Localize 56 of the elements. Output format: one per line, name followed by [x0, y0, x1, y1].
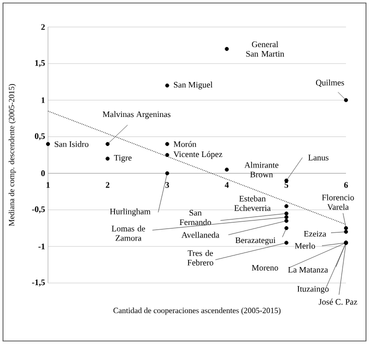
point	[106, 156, 110, 161]
annotation: Ituzaingo	[297, 286, 329, 294]
x-tick-label: 5	[284, 182, 288, 188]
point	[224, 46, 229, 51]
y-tick-label: 0	[41, 170, 45, 176]
annotation: San Miguel	[174, 82, 213, 90]
annotation: Vicente López	[173, 151, 222, 159]
annotation: General San Martin	[246, 41, 284, 57]
point	[284, 215, 288, 220]
annotation: Moreno	[252, 264, 278, 271]
point	[165, 153, 170, 157]
point	[224, 168, 229, 172]
annotation: San Fernando	[180, 210, 212, 226]
point	[344, 98, 348, 102]
annotation: Avellaneda	[182, 232, 220, 238]
point	[344, 230, 348, 234]
point	[284, 218, 288, 223]
point	[284, 226, 288, 230]
point	[46, 142, 50, 146]
annotation: San Isidro	[54, 141, 88, 147]
annotation: Lanus	[308, 154, 328, 160]
annotation: Ezeiza	[304, 230, 326, 237]
annotation: Malvinas Argeninas	[102, 111, 170, 119]
y-tick-label: 0,5	[34, 133, 45, 140]
annotation: Hurlingham	[110, 208, 151, 216]
annotation: Almirante Brown	[244, 162, 278, 178]
annotation: Berazategui	[235, 237, 276, 245]
y-tick-label: -1,5	[32, 280, 45, 286]
annotation: Florencio Varela	[322, 194, 354, 210]
x-tick-label: 3	[165, 182, 170, 188]
point	[284, 204, 288, 208]
annotation: Lomas de Zamora	[112, 225, 146, 241]
point	[106, 142, 110, 146]
x-tick-label: 4	[224, 182, 229, 188]
point	[344, 226, 348, 230]
y-tick-label: 2	[41, 24, 45, 30]
annotation: Tigre	[114, 154, 132, 162]
annotation: José C. Paz	[318, 298, 358, 305]
y-tick-label: 1,5	[35, 60, 45, 68]
point	[284, 212, 288, 216]
point	[165, 142, 170, 146]
point	[284, 240, 288, 245]
annotation: Esteban Echeverria	[234, 195, 271, 211]
y-tick-label: 1	[42, 97, 45, 103]
annotation: La Matanza	[288, 266, 328, 273]
point	[165, 84, 170, 88]
annotation: Morón	[174, 141, 196, 148]
annotation: Tres de Febrero	[187, 250, 214, 266]
y-tick-label: -1	[38, 244, 45, 250]
annotation: Quilmes	[316, 80, 344, 87]
x-tick-label: 6	[344, 182, 348, 188]
annotation: Merlo	[294, 242, 316, 249]
x-tick-label: 1	[46, 182, 50, 188]
point	[165, 171, 170, 176]
x-tick-label: 2	[106, 182, 110, 188]
y-tick-label: -0,5	[32, 206, 45, 214]
